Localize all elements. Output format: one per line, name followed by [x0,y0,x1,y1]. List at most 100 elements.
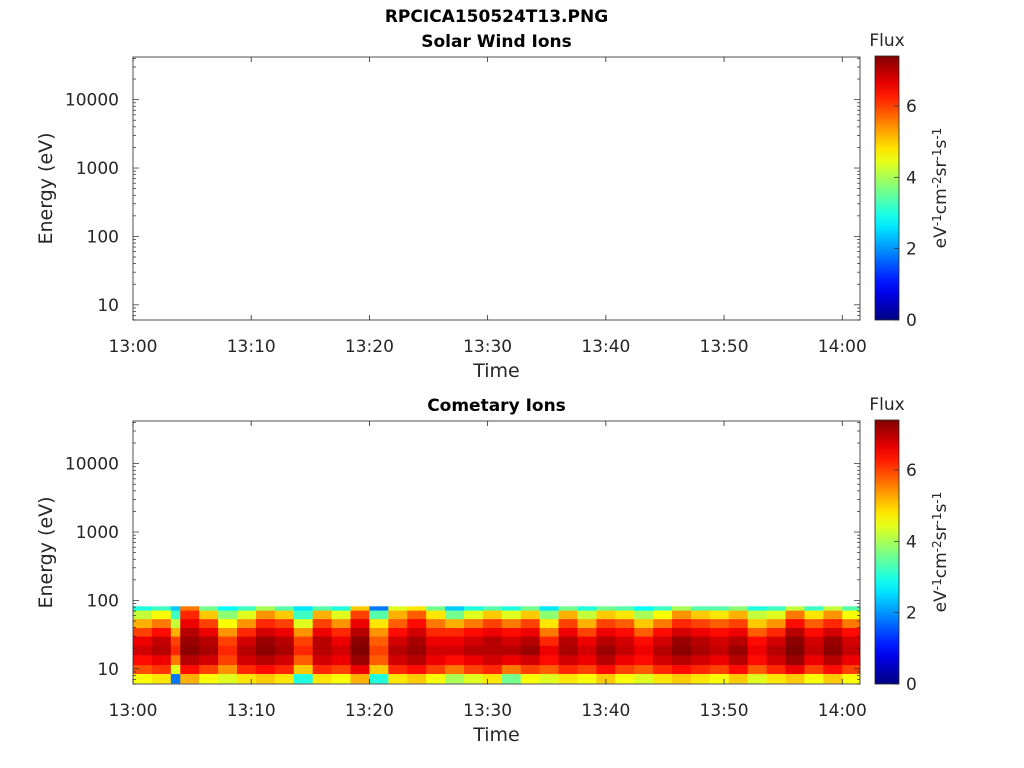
heatmap-cell [672,627,692,637]
heatmap-cell [615,627,635,637]
heatmap-cell [653,654,673,666]
heatmap-cell [728,664,749,675]
heatmap-cell [426,610,446,620]
heatmap-cell [350,664,370,675]
x-tick-label: 13:50 [700,701,749,721]
heatmap-cell [407,618,427,629]
heatmap-cell [199,606,219,611]
heatmap-cell [804,610,824,620]
heatmap-cell [785,654,805,666]
heatmap-cell [596,664,616,675]
heatmap-cell [842,654,861,666]
y-axis-label: Energy (eV) [35,496,57,608]
heatmap-cell [407,654,427,666]
heatmap-cell [463,627,484,637]
heatmap-cell [653,664,673,675]
heatmap-cell [274,645,295,656]
heatmap-cell [199,664,219,675]
heatmap-cell [331,618,351,629]
heatmap-cell [151,636,172,646]
heatmap-cell [709,673,730,684]
heatmap-cell [350,636,370,646]
heatmap-cell [445,627,465,637]
heatmap-cell [520,664,541,675]
heatmap-cell [596,618,616,629]
heatmap-cell [823,664,843,675]
heatmap-cell [615,610,635,620]
heatmap-cell [133,636,153,646]
heatmap-cell [747,654,768,666]
heatmap-cell [823,645,843,656]
y-axis-label: Energy (eV) [35,132,57,244]
x-tick-label: 13:10 [227,701,276,721]
heatmap-cell [672,610,692,620]
colorbar [874,55,900,321]
heatmap-cell [293,627,314,637]
heatmap-cell [520,654,541,666]
heatmap-cell [151,673,172,684]
heatmap-cell [558,636,578,646]
heatmap-cell [369,627,389,637]
heatmap-cell [255,610,276,620]
heatmap-cell [842,636,861,646]
heatmap-cell [596,636,616,646]
heatmap-cell [804,618,824,629]
heatmap-cell [463,645,484,656]
heatmap-cell [766,645,786,656]
heatmap-cell [426,654,446,666]
heatmap-cell [634,606,654,611]
heatmap-cell [747,606,768,611]
heatmap-cell [199,618,219,629]
heatmap-cell [615,636,635,646]
heatmap-cell [615,606,635,611]
heatmap-cell [804,654,824,666]
x-tick-label: 13:20 [345,701,394,721]
heatmap-cell [426,664,446,675]
heatmap-cell [274,618,295,629]
heatmap-cell [388,606,408,611]
heatmap-cell [331,673,351,684]
heatmap-cell [785,664,805,675]
heatmap-cell [728,654,749,666]
heatmap-cell [558,610,578,620]
heatmap-cell [133,673,153,684]
heatmap-cell [558,664,578,675]
heatmap-cell [615,618,635,629]
heatmap-cell [558,606,578,611]
colorbar-title: Flux [869,395,904,415]
heatmap-cell [255,618,276,629]
heatmap-cell [331,627,351,637]
heatmap-cell [785,610,805,620]
heatmap-cell [747,618,768,629]
heatmap-cell [577,610,597,620]
heatmap-cell [407,636,427,646]
heatmap-cell [842,673,861,684]
heatmap-cell [369,673,389,684]
heatmap-cell [407,627,427,637]
heatmap-cell [426,627,446,637]
heatmap-cell [312,636,332,646]
heatmap-cell [170,627,181,637]
heatmap-cell [728,627,749,637]
heatmap-cell [539,664,559,675]
x-tick-label: 13:10 [227,337,276,357]
heatmap-cell [463,664,484,675]
heatmap-cell [218,664,238,675]
heatmap-cell [199,627,219,637]
colorbar-tick-label: 2 [906,604,917,624]
heatmap-cell [842,610,861,620]
heatmap-cell [274,664,295,675]
heatmap-cell [180,664,200,675]
heatmap-cell [709,645,730,656]
heatmap-cell [634,610,654,620]
heatmap-cell [615,664,635,675]
heatmap-cell [728,645,749,656]
heatmap-cell [218,673,238,684]
heatmap-cell [653,618,673,629]
heatmap-cell [180,610,200,620]
heatmap-cell [501,636,522,646]
heatmap-cell [558,618,578,629]
heatmap-cell [170,645,181,656]
y-tick-label: 100 [87,227,119,247]
heatmap-cell [237,606,257,611]
